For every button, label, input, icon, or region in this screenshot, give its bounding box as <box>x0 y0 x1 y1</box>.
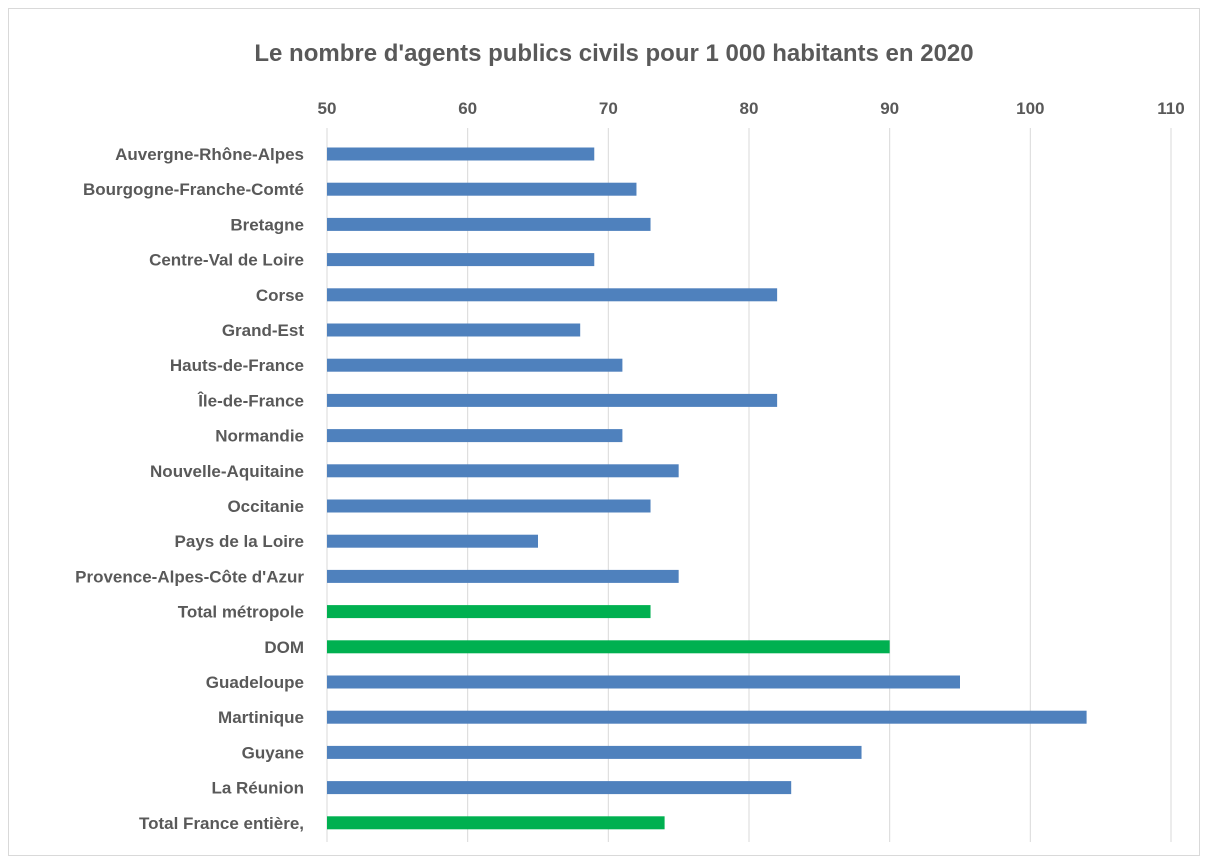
bar <box>327 781 792 795</box>
bar <box>327 323 581 337</box>
bar <box>327 217 651 231</box>
category-label: Total France entière, <box>139 814 304 833</box>
bar <box>327 569 679 583</box>
category-label: DOM <box>264 638 304 657</box>
bar <box>327 147 595 161</box>
category-label: Provence-Alpes-Côte d'Azur <box>75 567 304 586</box>
bar <box>327 534 538 548</box>
bar <box>327 288 778 302</box>
bar <box>327 499 651 513</box>
category-label: Centre-Val de Loire <box>149 251 304 270</box>
category-label: Corse <box>256 286 304 305</box>
category-label: Martinique <box>218 708 304 727</box>
bar <box>327 675 960 689</box>
bar <box>327 640 890 654</box>
x-tick-label: 110 <box>1157 99 1184 118</box>
x-tick-label: 100 <box>1016 99 1044 118</box>
bar <box>327 358 623 372</box>
category-label: Grand-Est <box>222 321 305 340</box>
bars <box>327 147 1087 830</box>
category-labels: Auvergne-Rhône-Alpes Bourgogne-Franche-Co… <box>75 145 304 833</box>
gridlines <box>326 128 1172 842</box>
bar <box>327 816 665 830</box>
x-tick-label: 90 <box>880 99 899 118</box>
bar <box>327 253 595 267</box>
category-label: Auvergne-Rhône-Alpes <box>115 145 304 164</box>
category-label: Nouvelle-Aquitaine <box>150 462 304 481</box>
x-tick-label: 70 <box>599 99 618 118</box>
bar <box>327 429 623 443</box>
category-label: La Réunion <box>211 779 304 798</box>
x-tick-label: 60 <box>458 99 477 118</box>
category-label: Île-de-France <box>197 391 304 410</box>
category-label: Normandie <box>215 427 304 446</box>
bar <box>327 464 679 478</box>
category-label: Bretagne <box>230 215 304 234</box>
category-label: Pays de la Loire <box>175 532 304 551</box>
category-label: Bourgogne-Franche-Comté <box>83 180 304 199</box>
category-label: Occitanie <box>227 497 304 516</box>
category-label: Guyane <box>242 743 304 762</box>
x-tick-label: 80 <box>740 99 759 118</box>
bar <box>327 710 1087 724</box>
bar <box>327 393 778 407</box>
category-label: Total métropole <box>178 603 304 622</box>
category-label: Hauts-de-France <box>170 356 304 375</box>
category-label: Guadeloupe <box>206 673 304 692</box>
bar <box>327 605 651 619</box>
chart-title: Le nombre d'agents publics civils pour 1… <box>254 40 974 67</box>
bar <box>327 745 862 759</box>
x-tick-label: 50 <box>318 99 337 118</box>
bar <box>327 182 637 196</box>
x-axis-ticks: 50 60 70 80 90 100 110 <box>318 99 1185 118</box>
